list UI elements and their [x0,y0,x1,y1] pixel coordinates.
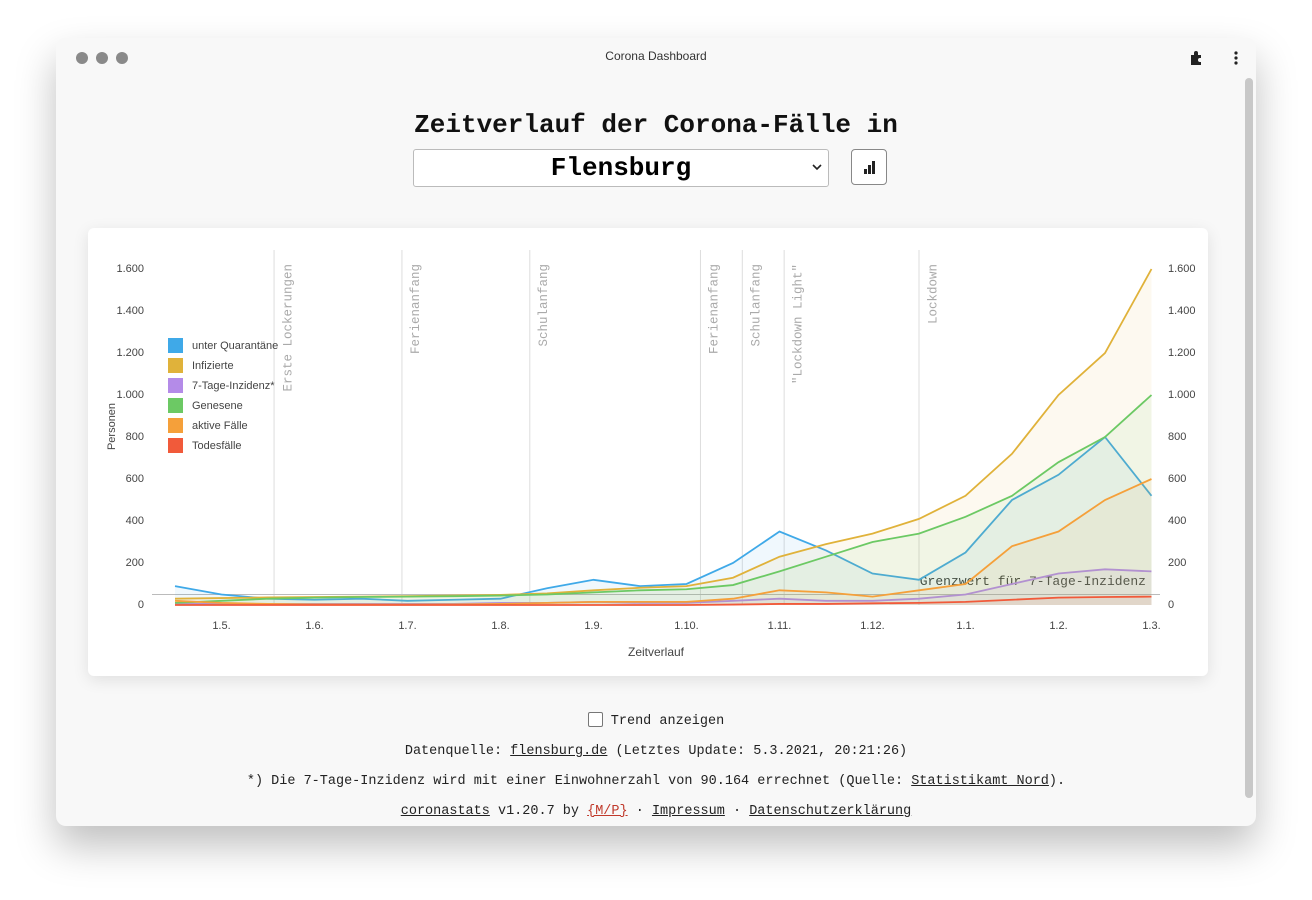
event-label: Ferienanfang [708,264,722,354]
separator: · [732,804,742,819]
series-line [174,435,1153,602]
x-tick-label: 1.5. [212,620,230,632]
chart-card: 0 200 400 600 800 1.000 1.200 1.400 1.600 0 200 400… [88,228,1208,676]
series-area [175,596,1152,605]
legend-label: Todesfälle [192,440,242,452]
legend-swatch [168,338,183,353]
credits-line: coronastats v1.20.7 by {M/P} · Impressum… [56,804,1256,819]
y2-tick-label: 200 [1168,557,1186,569]
series-area [175,395,1152,605]
x-tick-label: 1.12. [860,620,884,632]
y-tick-label: 1.200 [116,347,144,359]
threshold-label: Grenzwert für 7-Tage-Inzidenz [920,574,1146,589]
y2-tick-label: 600 [1168,473,1186,485]
region-value: Flensburg [550,153,692,183]
chart-button[interactable] [851,149,887,185]
y-axis-label: Personen [106,403,118,450]
y-tick-label: 1.000 [116,389,144,401]
text: v1.20.7 by [497,804,579,819]
event-label: Ferienanfang [409,264,423,354]
x-tick-label: 1.2. [1049,620,1067,632]
x-tick-label: 1.1. [956,620,974,632]
y-tick-label: 200 [126,557,144,569]
menu-icon[interactable] [1232,50,1240,66]
dropdown-arrow [812,164,822,171]
series-line [175,595,1152,606]
browser-window: Corona Dashboard Zeitverlauf der Corona-… [56,38,1256,826]
x-axis-label: Zeitverlauf [628,645,685,659]
series-area [175,437,1152,605]
legend-swatch [168,378,183,393]
text: (Letztes Update: 5.3.2021, 20:21:26) [615,744,908,759]
event-label: Lockdown [926,264,940,324]
checkbox[interactable] [587,712,603,727]
x-tick-label: 1.11. [768,620,792,632]
zoom-button[interactable] [116,52,128,64]
y-tick-label: 1.400 [116,305,144,317]
separator: · [635,804,644,819]
extensions-icon[interactable] [1188,50,1204,66]
x-tick-label: 1.7. [398,620,416,632]
link[interactable]: flensburg.de [510,744,608,759]
event-label: "Lockdown Light" [791,264,805,384]
event-label: Erste Lockerungen [281,264,295,392]
series-area [175,479,1152,605]
minimize-button[interactable] [96,52,108,64]
y-tick-label: 600 [126,473,144,485]
y-tick-label: 0 [138,599,144,611]
x-tick-label: 1.3. [1142,620,1160,632]
link[interactable]: Datenschutzerklärung [749,804,912,819]
chart: 0 200 400 600 800 1.000 1.200 1.400 1.600 0 200 400… [106,250,1196,659]
link[interactable]: coronastats [400,804,490,819]
y2-tick-label: 1.600 [1168,263,1196,275]
legend-label: 7-Tage-Inzidenz* [192,380,275,392]
legend-label: aktive Fälle [192,420,248,432]
x-tick-label: 1.6. [305,620,323,632]
text: ). [1048,774,1066,789]
y2-tick-label: 1.400 [1168,305,1196,317]
scrollbar[interactable] [1245,78,1253,798]
link[interactable]: Impressum [651,804,725,819]
y-tick-label: 800 [126,431,144,443]
chart-icon [864,161,875,174]
x-tick-label: 1.9. [584,620,602,632]
y2-tick-label: 1.000 [1168,389,1196,401]
series-area [175,269,1152,605]
x-tick-label: 1.8. [491,620,509,632]
page-title: Zeitverlauf der Corona-Fälle in [414,110,898,140]
link[interactable]: {M/P} [587,804,628,819]
y2-tick-label: 1.200 [1168,347,1196,359]
x-tick-label: 1.10. [674,620,698,632]
text: Datenquelle: [404,744,503,759]
legend-swatch [168,358,183,373]
legend-swatch [168,438,183,453]
y-tick-label: 400 [126,515,144,527]
legend-swatch [168,398,183,413]
legend-label: unter Quarantäne [192,340,278,352]
trend-label: Trend anzeigen [610,714,725,729]
y2-tick-label: 400 [1168,515,1186,527]
event-label: Schulanfang [750,264,764,347]
legend-swatch [168,418,183,433]
note-line: *) Die 7-Tage-Inzidenz wird mit einer Ei… [56,774,1256,789]
series-line [174,394,1153,604]
y-tick-label: 1.600 [116,263,144,275]
window-title: Corona Dashboard [605,49,707,63]
y2-tick-label: 800 [1168,431,1186,443]
series-area [175,569,1152,605]
text: *) Die 7-Tage-Inzidenz wird mit einer Ei… [246,774,904,789]
legend-label: Genesene [192,400,243,412]
legend-label: Infizierte [192,360,234,372]
y2-tick-label: 0 [1168,599,1174,611]
source-line: Datenquelle: flensburg.de (Letztes Updat… [56,744,1256,759]
link[interactable]: Statistikamt Nord [911,774,1049,789]
event-label: Schulanfang [537,264,551,347]
close-button[interactable] [76,52,88,64]
trend-toggle[interactable]: Trend anzeigen [56,712,1256,729]
region-select[interactable]: Flensburg [413,149,829,187]
